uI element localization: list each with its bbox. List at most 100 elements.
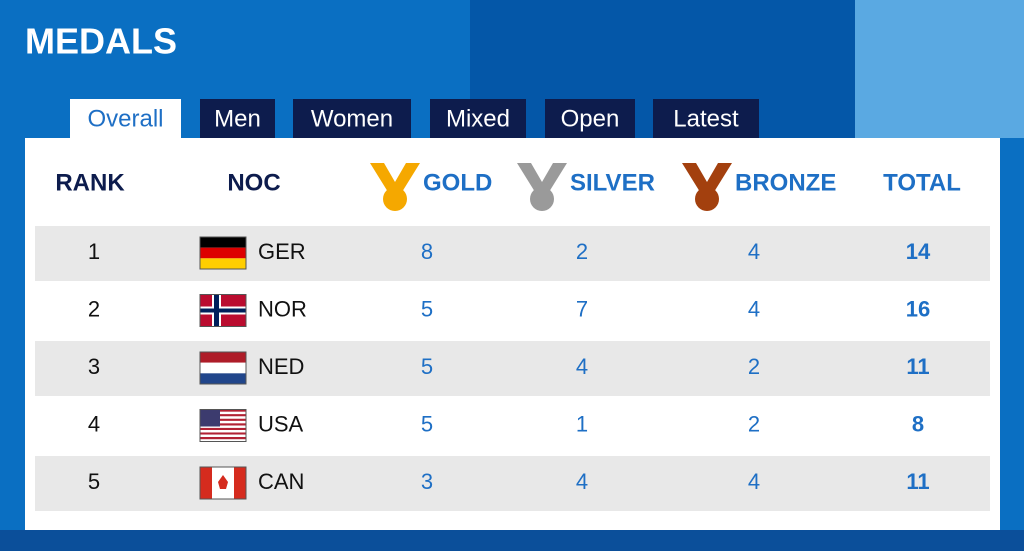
tab-bg[interactable] bbox=[430, 99, 526, 138]
flag-border bbox=[199, 351, 247, 385]
cell: 4 bbox=[748, 469, 760, 494]
flag-part bbox=[200, 425, 246, 428]
flag-part bbox=[200, 411, 246, 415]
tab-bg[interactable] bbox=[200, 99, 275, 138]
flag bbox=[199, 351, 247, 385]
cell: 3 bbox=[421, 469, 433, 494]
tab-label[interactable]: Men bbox=[214, 105, 261, 132]
cell: 5 bbox=[421, 411, 433, 436]
flag bbox=[199, 294, 247, 327]
noc-code: CAN bbox=[258, 469, 304, 494]
flag-part bbox=[200, 409, 246, 412]
flag-part bbox=[200, 352, 246, 363]
flag-part bbox=[200, 427, 246, 431]
column-header: BRONZE bbox=[735, 169, 836, 196]
column-header: RANK bbox=[55, 169, 125, 196]
tab-bg[interactable] bbox=[293, 99, 411, 138]
tab[interactable]: Women bbox=[293, 99, 411, 138]
cell: 5 bbox=[421, 296, 433, 321]
flag bbox=[199, 466, 247, 500]
flag-part bbox=[200, 436, 246, 440]
tab-label[interactable]: Open bbox=[561, 105, 620, 132]
flag-part bbox=[200, 414, 246, 417]
flag-part bbox=[200, 423, 246, 426]
cell: 16 bbox=[906, 296, 930, 321]
medal-ribbon bbox=[517, 163, 567, 192]
cell: 8 bbox=[912, 411, 924, 436]
cell: 4 bbox=[748, 296, 760, 321]
tab-bg[interactable] bbox=[653, 99, 759, 138]
flag-part bbox=[200, 467, 212, 499]
tab-bg[interactable] bbox=[70, 99, 181, 138]
flag bbox=[199, 409, 247, 442]
noc-code: NOR bbox=[258, 296, 307, 321]
medal-disc bbox=[383, 187, 407, 211]
flag-part bbox=[234, 467, 246, 499]
cell: 11 bbox=[906, 354, 929, 379]
cell: 2 bbox=[576, 239, 588, 264]
page-title: MEDALS bbox=[25, 21, 177, 62]
row-bg bbox=[35, 456, 990, 511]
background-panel bbox=[0, 530, 1024, 551]
flag-part bbox=[200, 308, 246, 313]
medal-disc bbox=[530, 187, 554, 211]
tab-bg[interactable] bbox=[545, 99, 635, 138]
cell: 4 bbox=[88, 411, 100, 436]
flag-part bbox=[200, 416, 246, 419]
flag-part bbox=[200, 409, 220, 427]
tab-label[interactable]: Mixed bbox=[446, 105, 510, 132]
flag-border bbox=[199, 294, 247, 327]
row-bg bbox=[35, 226, 990, 281]
noc-code: GER bbox=[258, 239, 306, 264]
medal-ribbon bbox=[682, 163, 732, 192]
tab[interactable]: Open bbox=[545, 99, 635, 138]
tab-label[interactable]: Women bbox=[311, 105, 393, 132]
flag-part bbox=[200, 373, 246, 384]
cell: 4 bbox=[576, 469, 588, 494]
tab[interactable]: Mixed bbox=[430, 99, 526, 138]
cell: 3 bbox=[88, 354, 100, 379]
cell: 14 bbox=[906, 239, 931, 264]
flag-part bbox=[200, 258, 246, 269]
column-header: SILVER bbox=[570, 169, 655, 196]
medal-ribbon bbox=[370, 163, 420, 192]
tab[interactable]: Men bbox=[200, 99, 275, 138]
cell: 1 bbox=[88, 239, 100, 264]
flag-border bbox=[199, 409, 247, 442]
flag-border bbox=[199, 236, 247, 270]
flag-part bbox=[200, 247, 246, 259]
background-panel bbox=[855, 0, 1024, 138]
flag-part bbox=[200, 420, 246, 424]
cell: 2 bbox=[88, 296, 100, 321]
noc-code: USA bbox=[258, 411, 304, 436]
cell: 4 bbox=[748, 239, 760, 264]
tab[interactable]: Overall bbox=[70, 99, 181, 138]
cell: 8 bbox=[421, 239, 433, 264]
cell: 5 bbox=[88, 469, 100, 494]
tab-label[interactable]: Latest bbox=[673, 105, 739, 132]
tab-label[interactable]: Overall bbox=[87, 105, 163, 132]
flag-part bbox=[200, 430, 246, 433]
cell: 2 bbox=[748, 354, 760, 379]
cell: 11 bbox=[906, 469, 929, 494]
tab[interactable]: Latest bbox=[653, 99, 759, 138]
column-header: NOC bbox=[227, 169, 280, 196]
noc-code: NED bbox=[258, 354, 304, 379]
column-header: GOLD bbox=[423, 169, 492, 196]
cell: 2 bbox=[748, 411, 760, 436]
cell: 4 bbox=[576, 354, 588, 379]
flag-part bbox=[200, 418, 246, 421]
flag-part bbox=[200, 237, 246, 248]
flag-part bbox=[200, 362, 246, 374]
flag-part bbox=[200, 432, 246, 435]
row-bg bbox=[35, 341, 990, 396]
medal-disc bbox=[695, 187, 719, 211]
column-header: TOTAL bbox=[883, 169, 961, 196]
cell: 7 bbox=[576, 296, 588, 321]
flag-border bbox=[199, 466, 247, 500]
cell: 5 bbox=[421, 354, 433, 379]
flag bbox=[199, 236, 247, 270]
cell: 1 bbox=[576, 411, 588, 436]
